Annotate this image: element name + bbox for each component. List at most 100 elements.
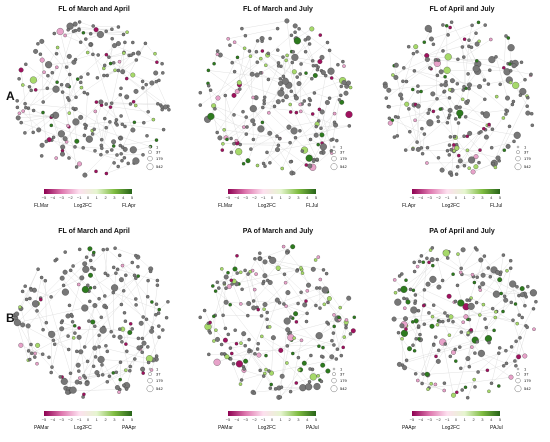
node bbox=[73, 145, 77, 149]
edge bbox=[473, 163, 494, 173]
size-legend-circle bbox=[332, 372, 336, 376]
node bbox=[315, 67, 320, 72]
node bbox=[20, 289, 25, 294]
edge bbox=[483, 275, 523, 295]
size-legend-label: 179 bbox=[156, 378, 163, 383]
size-legend-circle bbox=[331, 378, 337, 384]
node bbox=[294, 110, 299, 115]
node bbox=[96, 373, 101, 378]
edge bbox=[109, 121, 123, 148]
node bbox=[36, 42, 40, 46]
edge bbox=[386, 59, 438, 99]
node bbox=[108, 105, 113, 109]
node bbox=[490, 306, 495, 311]
node bbox=[424, 371, 430, 377]
node bbox=[505, 143, 511, 149]
edge bbox=[260, 62, 279, 74]
node bbox=[85, 92, 90, 96]
node bbox=[399, 96, 404, 101]
node bbox=[52, 85, 60, 93]
node bbox=[318, 277, 323, 282]
node bbox=[117, 334, 123, 340]
node bbox=[33, 88, 38, 92]
edge bbox=[441, 108, 448, 123]
node bbox=[258, 251, 262, 255]
node bbox=[494, 310, 498, 314]
node bbox=[120, 122, 125, 127]
node bbox=[50, 365, 54, 369]
node bbox=[319, 379, 324, 384]
node bbox=[145, 294, 150, 299]
edge bbox=[106, 278, 136, 308]
edge bbox=[115, 248, 136, 256]
node bbox=[288, 110, 293, 114]
node bbox=[466, 331, 471, 335]
size-legend-circle bbox=[514, 385, 522, 393]
colorbar-right-label: PAApr bbox=[122, 425, 137, 431]
node bbox=[66, 53, 72, 59]
node bbox=[514, 364, 518, 368]
node bbox=[429, 381, 433, 386]
node bbox=[299, 109, 303, 114]
node bbox=[156, 311, 161, 315]
node bbox=[161, 328, 165, 332]
node bbox=[285, 53, 289, 58]
colorbar-right-label: PAJul bbox=[306, 425, 319, 431]
colorbar bbox=[228, 189, 316, 194]
node bbox=[154, 79, 159, 84]
node bbox=[108, 61, 113, 66]
node bbox=[252, 122, 256, 127]
node bbox=[314, 303, 318, 308]
node bbox=[215, 49, 220, 53]
node bbox=[87, 246, 93, 252]
edge bbox=[455, 137, 472, 161]
node bbox=[305, 311, 309, 316]
edge bbox=[213, 315, 216, 341]
node bbox=[40, 352, 45, 356]
node bbox=[452, 143, 456, 147]
node bbox=[243, 343, 247, 348]
edge bbox=[320, 279, 341, 308]
panel-title: FL of March and April bbox=[58, 228, 130, 235]
node bbox=[238, 87, 242, 91]
edge bbox=[512, 285, 520, 316]
node bbox=[66, 123, 70, 128]
node bbox=[316, 142, 320, 147]
node bbox=[58, 375, 63, 379]
node bbox=[477, 285, 482, 289]
node bbox=[417, 259, 422, 264]
node bbox=[104, 305, 109, 310]
node bbox=[293, 135, 298, 140]
node bbox=[19, 120, 23, 125]
node bbox=[332, 111, 337, 116]
edge bbox=[95, 335, 100, 357]
node bbox=[530, 123, 535, 128]
node bbox=[523, 77, 527, 82]
edge bbox=[94, 326, 130, 333]
node bbox=[411, 147, 415, 151]
node bbox=[24, 297, 29, 302]
node bbox=[55, 65, 59, 70]
node bbox=[45, 61, 53, 69]
size-legend-circle bbox=[146, 385, 154, 393]
node bbox=[425, 281, 431, 287]
node bbox=[122, 146, 128, 152]
node bbox=[132, 120, 137, 125]
edge bbox=[231, 124, 255, 153]
node bbox=[447, 107, 453, 113]
node bbox=[442, 249, 450, 257]
node bbox=[339, 99, 345, 105]
node bbox=[473, 351, 477, 355]
node bbox=[289, 315, 293, 319]
node bbox=[480, 281, 486, 287]
node bbox=[435, 358, 441, 364]
edge bbox=[468, 33, 477, 47]
edge bbox=[108, 52, 125, 58]
colorbar-tick: 4 bbox=[306, 195, 309, 200]
edge bbox=[99, 346, 154, 361]
edge bbox=[406, 104, 431, 123]
node bbox=[265, 278, 270, 283]
edge bbox=[314, 92, 330, 99]
size-legend-label: 1 bbox=[524, 367, 527, 372]
node bbox=[255, 60, 260, 64]
